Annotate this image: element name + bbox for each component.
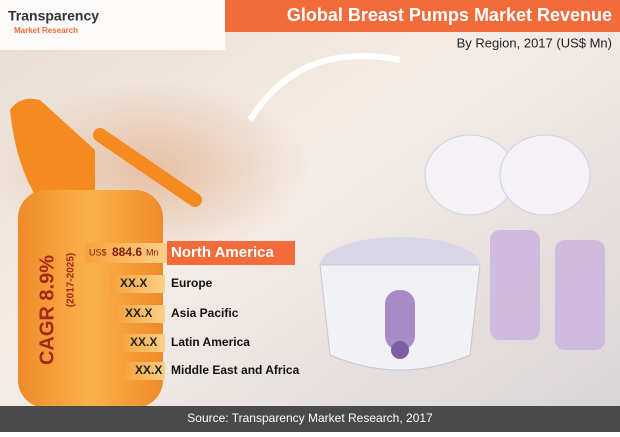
value-box	[120, 334, 165, 352]
subtitle: By Region, 2017 (US$ Mn)	[457, 35, 612, 50]
cagr-period: (2017-2025)	[66, 253, 77, 307]
cagr-label: CAGR 8.9%	[36, 255, 58, 365]
region-list: US$ 884.6 Mn North America XX.X Europe XX.X Asi…	[85, 241, 300, 380]
value-box	[115, 305, 165, 323]
footer-bar	[0, 406, 620, 432]
logo-bg	[0, 0, 225, 50]
region-name: Latin America	[171, 335, 250, 349]
region-name: Asia Pacific	[171, 306, 239, 320]
value-label: XX.X	[130, 335, 157, 349]
unit: Mn	[146, 247, 159, 257]
value-box	[110, 275, 165, 293]
value-box	[125, 362, 165, 380]
region-name: Europe	[171, 276, 213, 290]
pump-illustration	[247, 53, 605, 371]
value-label: XX.X	[125, 306, 152, 320]
region-name: North America	[171, 244, 274, 261]
value-label: XX.X	[120, 276, 147, 290]
logo-text: Market Research	[14, 26, 78, 35]
value-label: XX.X	[135, 363, 162, 377]
currency: US$	[89, 247, 107, 257]
logo-text: Transparency	[8, 8, 99, 24]
source: Source: Transparency Market Research, 20…	[187, 411, 433, 425]
title: Global Breast Pumps Market Revenue	[287, 5, 612, 25]
value-label: 884.6	[112, 245, 142, 259]
title-banner	[225, 0, 620, 32]
region-name: Middle East and Africa	[171, 363, 300, 377]
value-box	[85, 243, 167, 263]
region-highlight	[167, 241, 295, 265]
